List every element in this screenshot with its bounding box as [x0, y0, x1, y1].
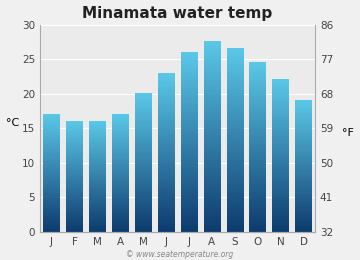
- Title: Minamata water temp: Minamata water temp: [82, 5, 273, 21]
- Y-axis label: °F: °F: [342, 128, 354, 138]
- Y-axis label: °C: °C: [6, 118, 19, 128]
- Text: © www.seatemperature.org: © www.seatemperature.org: [126, 250, 234, 259]
